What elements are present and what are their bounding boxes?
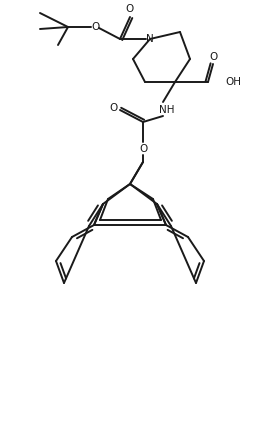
Text: N: N [146,34,154,44]
Text: O: O [139,144,147,154]
Text: O: O [126,4,134,14]
Text: O: O [91,22,99,32]
Text: O: O [209,52,217,62]
Text: NH: NH [159,105,175,115]
Text: O: O [109,103,117,113]
Text: OH: OH [225,77,241,87]
